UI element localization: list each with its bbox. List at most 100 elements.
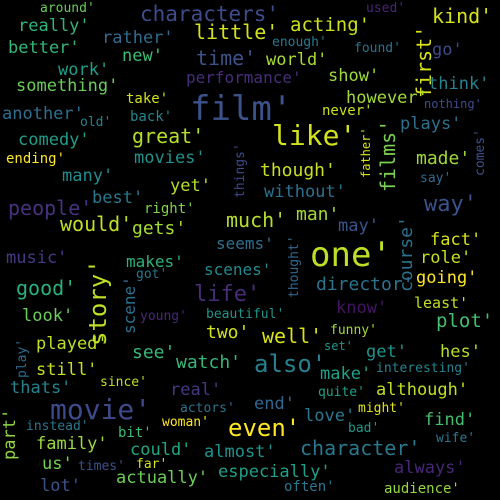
- word-really: really': [18, 16, 90, 36]
- word-course: course': [396, 216, 417, 292]
- word-made: made': [416, 148, 471, 169]
- word-plays: plays': [400, 114, 462, 134]
- word-bit: bit': [118, 425, 152, 441]
- word-beautiful: beautiful': [206, 307, 285, 322]
- word-get: get': [366, 342, 407, 362]
- word-work: work': [58, 60, 110, 80]
- word-might: might': [358, 401, 405, 416]
- word-played: played': [36, 334, 108, 354]
- word-plot: plot': [436, 310, 494, 332]
- word-life: life': [194, 282, 261, 307]
- word-films: films': [376, 119, 400, 192]
- word-young: young': [140, 309, 187, 324]
- word-world: world': [266, 50, 328, 70]
- word-never: never': [322, 103, 373, 119]
- word-kind: kind': [432, 4, 493, 28]
- word-yet: yet': [170, 176, 211, 196]
- word-much: much': [226, 208, 287, 232]
- word-things: things': [233, 143, 248, 198]
- word-funny: funny': [330, 323, 377, 338]
- word-ending: ending': [6, 151, 66, 167]
- word-another: another': [2, 104, 84, 124]
- word-even: even': [228, 414, 301, 442]
- word-film: film': [190, 89, 293, 129]
- word-nothing: nothing': [424, 97, 482, 111]
- word-man: man': [296, 204, 340, 225]
- word-since: since': [100, 375, 147, 390]
- word-like: like': [272, 119, 357, 152]
- word-interesting: interesting': [376, 361, 470, 376]
- word-many: many': [62, 166, 114, 186]
- word-rather: rather': [102, 28, 174, 48]
- word-new: new': [122, 46, 163, 66]
- word-old: old': [80, 115, 112, 130]
- word-instead: instead': [26, 419, 89, 434]
- word-comedy: comedy': [18, 130, 90, 150]
- word-comes: comes': [473, 129, 488, 176]
- word-thats: thats': [10, 378, 72, 398]
- word-times: times': [78, 459, 125, 474]
- word-performance: performance': [186, 68, 302, 87]
- word-well: well': [262, 324, 323, 348]
- word-lot: lot': [40, 476, 81, 496]
- word-actors: actors': [180, 401, 235, 416]
- word-acting: acting': [290, 14, 371, 36]
- word-good: good': [16, 276, 77, 300]
- word-far: far': [136, 457, 168, 472]
- word-great: great': [132, 124, 205, 148]
- word-show: show': [328, 66, 380, 86]
- word-one: one': [310, 235, 392, 275]
- word-could: could': [130, 440, 192, 460]
- word-movies: movies': [134, 148, 206, 168]
- word-almost: almost': [204, 442, 276, 462]
- word-especially: especially': [218, 462, 331, 482]
- word-though: though': [260, 160, 336, 181]
- word-gets: gets': [132, 218, 187, 239]
- word-got: got': [136, 267, 168, 282]
- word-movie: movie': [50, 393, 152, 426]
- word-back: back': [130, 109, 173, 125]
- word-look: look': [22, 306, 74, 326]
- word-end: end': [254, 394, 295, 414]
- word-right: right': [144, 201, 195, 217]
- word-watch: watch': [176, 352, 242, 373]
- word-seems: seems': [216, 234, 274, 253]
- word-quite: quite': [318, 385, 365, 400]
- word-least: least': [414, 294, 469, 312]
- word-scenes: scenes': [204, 260, 272, 279]
- word-audience: audience': [384, 481, 460, 497]
- word-best: best': [92, 188, 144, 208]
- word-makes: makes': [126, 252, 184, 271]
- word-actually: actually': [116, 468, 209, 488]
- word-father: father': [359, 127, 373, 178]
- word-however: however': [346, 88, 428, 108]
- word-often: often': [284, 479, 335, 495]
- word-hes: hes': [440, 342, 481, 362]
- word-characters: characters': [140, 2, 280, 26]
- word-wife: wife': [436, 431, 476, 446]
- word-make: make': [320, 364, 372, 384]
- word-without: without': [264, 182, 346, 202]
- word-scene: scene': [120, 276, 139, 334]
- word-find: find': [424, 410, 476, 430]
- word-going: going': [416, 268, 478, 288]
- word-fact: fact': [430, 230, 482, 250]
- word-something: something': [16, 76, 119, 96]
- word-family: family': [36, 434, 108, 454]
- word-play: play': [15, 338, 30, 378]
- word-bad: bad': [348, 421, 380, 436]
- word-thought: thought': [287, 235, 302, 298]
- word-take: take': [126, 91, 169, 107]
- word-people: people': [8, 196, 93, 220]
- word-two: two': [206, 322, 250, 343]
- word-still: still': [36, 360, 98, 380]
- word-story: story': [84, 259, 112, 346]
- word-us: us': [42, 454, 73, 474]
- word-go: go': [432, 40, 463, 60]
- word-may: may': [338, 216, 379, 236]
- word-set: set': [324, 339, 353, 353]
- word-character: character': [300, 436, 421, 460]
- word-think: think': [428, 74, 490, 94]
- word-found: found': [354, 41, 401, 56]
